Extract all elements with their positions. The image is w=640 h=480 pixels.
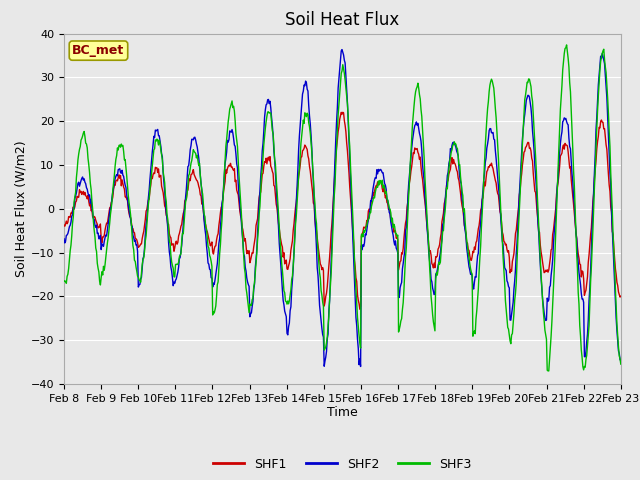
SHF1 [184, 187, 192, 193]
X-axis label: Time: Time [327, 407, 358, 420]
Text: BC_met: BC_met [72, 44, 125, 57]
SHF1 [356, 306, 364, 312]
SHF3 [60, 278, 68, 284]
SHF3 [410, 103, 418, 109]
SHF1 [617, 293, 625, 299]
SHF2 [428, 279, 436, 285]
SHF2 [356, 364, 364, 370]
SHF2 [214, 261, 221, 266]
SHF3 [127, 221, 135, 227]
SHF1 [127, 219, 135, 225]
SHF3 [426, 276, 434, 282]
SHF3 [563, 42, 570, 48]
SHF3 [214, 282, 221, 288]
SHF1 [70, 206, 78, 212]
SHF1 [339, 109, 347, 115]
SHF1 [214, 233, 221, 239]
SHF1 [412, 146, 419, 152]
SHF2 [184, 164, 192, 169]
SHF3 [545, 368, 552, 374]
SHF2 [617, 358, 625, 363]
Line: SHF3: SHF3 [64, 45, 621, 371]
SHF3 [70, 199, 78, 205]
SHF2 [70, 205, 78, 211]
SHF2 [412, 121, 419, 127]
Legend: SHF1, SHF2, SHF3: SHF1, SHF2, SHF3 [208, 453, 477, 476]
SHF3 [184, 182, 192, 188]
SHF2 [127, 223, 135, 228]
SHF1 [428, 261, 436, 266]
SHF1 [60, 222, 68, 228]
SHF2 [60, 236, 68, 241]
Line: SHF1: SHF1 [64, 112, 621, 309]
Y-axis label: Soil Heat Flux (W/m2): Soil Heat Flux (W/m2) [15, 141, 28, 277]
Line: SHF2: SHF2 [64, 49, 621, 367]
SHF3 [617, 361, 625, 367]
Title: Soil Heat Flux: Soil Heat Flux [285, 11, 399, 29]
SHF2 [338, 47, 346, 52]
